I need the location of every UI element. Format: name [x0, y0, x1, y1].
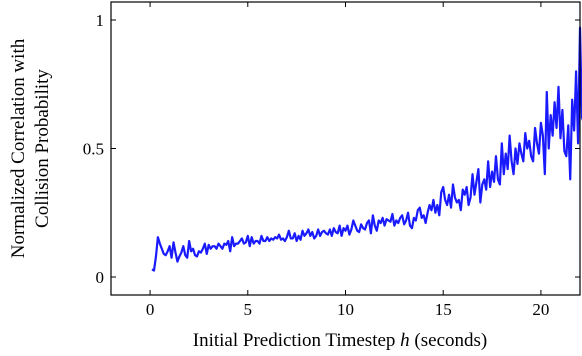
plot-area: 0 5 10 15 20 00.51: [83, 1, 582, 319]
x-axis-label-variable: h: [400, 330, 410, 351]
x-tick-label: 0: [146, 300, 155, 319]
x-axis-label-prefix: Initial Prediction Timestep: [193, 330, 400, 351]
collision-correlation-line: [151, 26, 582, 272]
y-tick-label: 1: [96, 11, 105, 30]
y-tick-label: 0: [96, 268, 105, 287]
y-axis-label-line: Collision Probability: [32, 69, 53, 228]
x-axis-label: Initial Prediction Timestep h (seconds): [193, 330, 487, 351]
y-tick-label: 0.5: [83, 140, 104, 159]
x-tick-label: 10: [337, 300, 354, 319]
y-axis-label: Normalized Correlation with Collision Pro…: [8, 38, 53, 258]
x-tick-label: 15: [435, 300, 452, 319]
x-axis-ticks: 0 5 10 15 20: [146, 2, 549, 319]
x-tick-label: 5: [244, 300, 253, 319]
x-axis-label-suffix: (seconds): [410, 330, 488, 351]
x-tick-label: 20: [532, 300, 549, 319]
y-axis-ticks: 00.51: [83, 11, 580, 287]
y-axis-label-line: Normalized Correlation with: [8, 38, 29, 258]
